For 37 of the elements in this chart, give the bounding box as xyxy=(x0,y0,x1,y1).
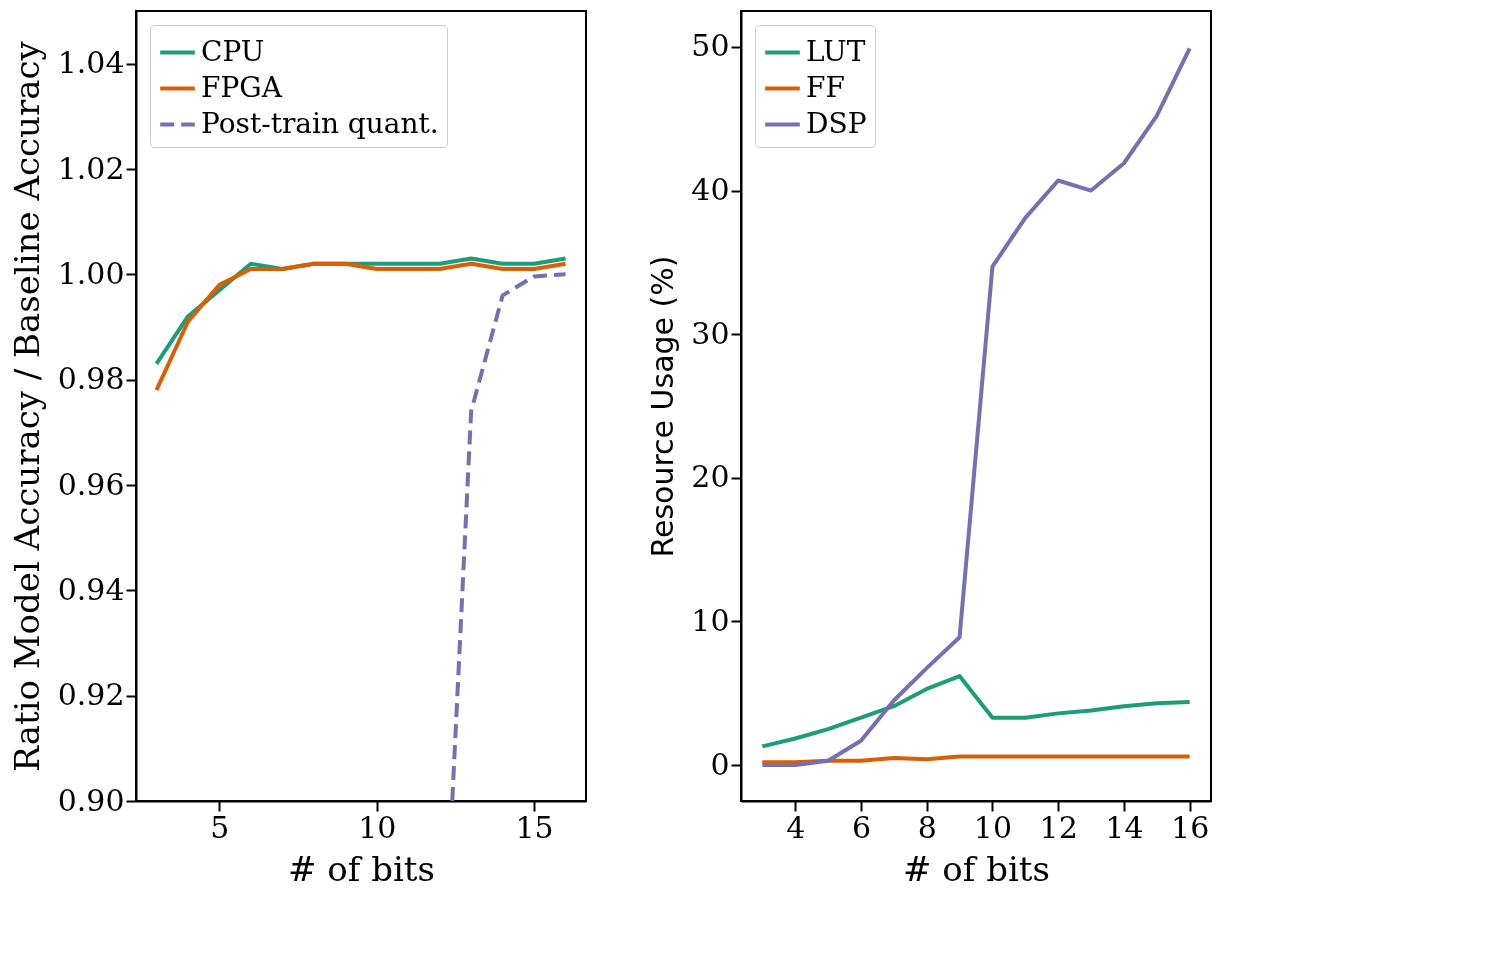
y-axis-title: Resource Usage (%) xyxy=(645,255,681,558)
x-axis-title: # of bits xyxy=(288,848,435,889)
legend-label: FF xyxy=(806,70,845,104)
y-axis-title: Ratio Model Accuracy / Baseline Accuracy xyxy=(6,40,47,772)
y-tick-label: 10 xyxy=(691,602,730,638)
legend-label: DSP xyxy=(806,106,867,140)
y-tick-label: 1.04 xyxy=(57,45,125,81)
line-series xyxy=(154,261,568,393)
y-tick-label: 40 xyxy=(691,172,730,208)
x-tick-label: 15 xyxy=(515,809,554,845)
x-tick-label: 12 xyxy=(1039,809,1078,845)
x-tick-label: 8 xyxy=(917,809,937,845)
y-tick-label: 1.00 xyxy=(57,255,125,291)
y-tick-label: 0.90 xyxy=(57,782,125,818)
y-tick-label: 0.94 xyxy=(57,571,125,607)
y-tick-label: 0.92 xyxy=(57,677,125,713)
x-tick-label: 16 xyxy=(1171,809,1210,845)
legend-label: CPU xyxy=(201,34,265,68)
y-tick-label: 20 xyxy=(691,459,730,495)
legend-label: LUT xyxy=(806,34,866,68)
line-series xyxy=(760,674,1192,749)
legend-label: Post-train quant. xyxy=(201,106,439,140)
y-tick-label: 30 xyxy=(691,315,730,351)
legend-label: FPGA xyxy=(201,70,283,104)
y-tick-label: 0 xyxy=(710,746,730,782)
x-tick-label: 5 xyxy=(210,809,230,845)
x-tick-label: 10 xyxy=(973,809,1013,845)
x-tick-label: 14 xyxy=(1105,809,1144,845)
x-tick-label: 6 xyxy=(851,809,872,845)
y-tick-label: 50 xyxy=(691,28,730,64)
line-series xyxy=(450,272,568,801)
x-tick-label: 10 xyxy=(358,809,397,845)
y-tick-label: 0.96 xyxy=(57,466,125,502)
y-tick-label: 0.98 xyxy=(57,361,125,397)
x-axis-title: # of bits xyxy=(903,848,1050,889)
x-tick-label: 4 xyxy=(786,809,806,845)
y-tick-label: 1.02 xyxy=(57,150,125,186)
